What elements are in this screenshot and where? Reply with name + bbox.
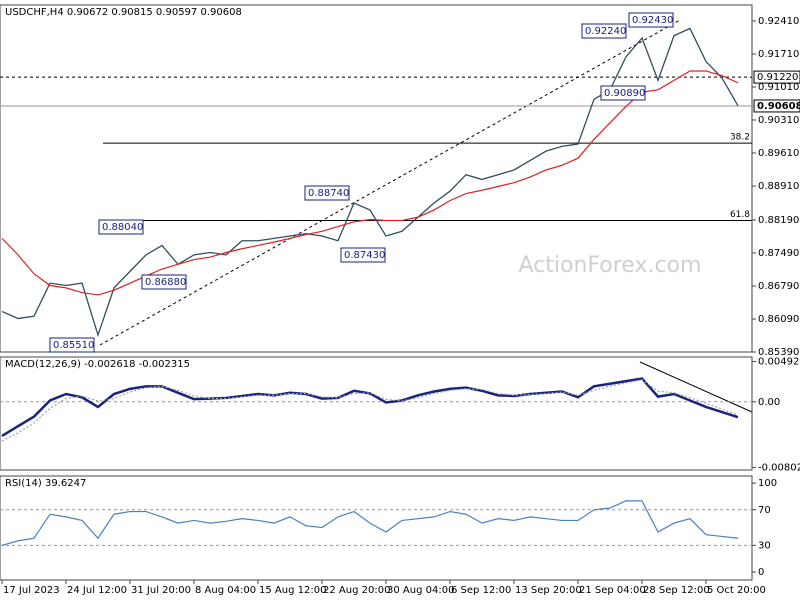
y-tick-label: 0.86790 [758,281,799,292]
x-tick-label: 28 Sep 12:00 [643,585,710,596]
y-tick-label: 100 [758,478,777,489]
price-level-label: 0.91220 [757,72,798,83]
y-tick-label: 0 [758,567,764,578]
annotation-label: 0.92430 [632,15,673,26]
panel-title: MACD(12,26,9) -0.002618 -0.002315 [5,359,190,370]
y-tick-label: 30 [758,540,771,551]
series-line [1,377,739,438]
y-tick-label: 0.88910 [758,181,799,192]
price-level-label: 0.90608 [757,101,800,112]
annotation-box [98,219,144,235]
annotation-label: 0.86880 [145,277,186,288]
annotation-label: 0.92240 [585,26,626,37]
series-line [1,27,739,338]
y-tick-label: 0.87490 [758,248,799,259]
annotation-label: 0.88740 [308,188,349,199]
y-tick-label: 0.91010 [758,82,799,93]
fib-label: 38.2 [730,133,750,143]
macd-divergence-line [639,361,753,413]
x-tick-label: 22 Aug 20:00 [323,585,390,596]
y-tick-label: 0.86090 [758,314,799,325]
x-tick-label: 24 Jul 12:00 [67,585,127,596]
annotation-box [49,337,95,353]
watermark: ActionForex.com [519,253,702,278]
fib-label: 61.8 [730,210,750,220]
y-tick-label: 0.90310 [758,115,799,126]
annotation-label: 0.90890 [604,88,645,99]
series-line [1,500,739,546]
series-line [1,70,739,296]
x-tick-label: 15 Aug 12:00 [259,585,326,596]
annotation-box [581,23,627,39]
y-tick-label: 0.88190 [758,215,799,226]
x-tick-label: 8 Aug 04:00 [195,585,256,596]
annotation-box [628,12,674,28]
y-tick-label: 0.89610 [758,148,799,159]
x-tick-label: 31 Jul 20:00 [131,585,191,596]
y-tick-label: 0.004923 [758,357,800,368]
y-tick-label: 0.92410 [758,16,799,27]
panel-frame [0,475,753,581]
x-tick-label: 5 Oct 20:00 [707,585,766,596]
x-tick-label: 6 Sep 12:00 [451,585,511,596]
x-tick-label: 13 Sep 20:00 [515,585,582,596]
annotation-box [304,185,350,201]
annotation-label: 0.85510 [53,340,94,351]
price-level-box [753,70,800,84]
x-tick-label: 17 Jul 2023 [3,585,60,596]
x-tick-label: 21 Sep 04:00 [579,585,646,596]
panel-title: RSI(14) 39.6247 [5,478,86,489]
y-tick-label: 70 [758,505,771,516]
annotation-label: 0.88040 [102,222,143,233]
annotation-box [141,274,187,290]
annotation-box [600,85,646,101]
panel-title: USDCHF,H4 0.90672 0.90815 0.90597 0.9060… [5,7,242,18]
series-line [1,379,739,442]
y-tick-label: 0.85390 [758,347,799,358]
annotation-box [340,247,386,263]
price-level-box [753,99,800,113]
annotation-label: 0.87430 [344,250,385,261]
panel-frame [0,356,753,471]
panel-frame [0,4,753,353]
y-tick-label: 0.00 [758,397,780,408]
x-tick-label: 30 Aug 04:00 [387,585,454,596]
y-tick-label: 0.91710 [758,49,799,60]
y-tick-label: -0.008025 [758,462,800,473]
trend-channel-line [99,19,681,346]
